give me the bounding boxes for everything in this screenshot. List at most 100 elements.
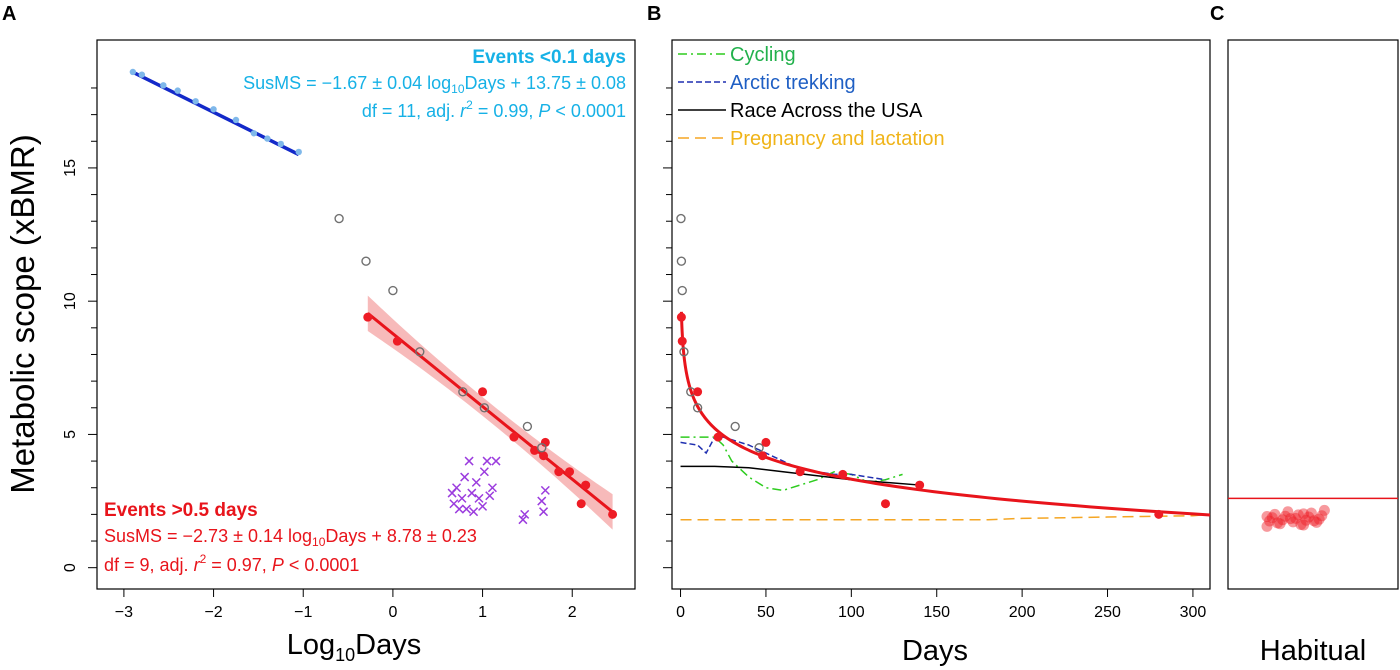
- panel-c: Habitual: [1227, 39, 1399, 667]
- cross-point: [478, 501, 488, 511]
- panel-c-frame: [1227, 39, 1399, 590]
- habitual-point: [1316, 510, 1328, 522]
- x-axis-ticks: −3 −2 −1 0 1 2: [115, 589, 577, 621]
- power-fit-curve: [679, 311, 1211, 517]
- x-tick-label: 0: [388, 604, 397, 621]
- x-axis-ticks: 0 50 100 150 200 250 300: [676, 589, 1206, 621]
- legend-label: Arctic trekking: [730, 72, 856, 94]
- habitual-points: [1261, 504, 1330, 532]
- red-point: [677, 336, 687, 346]
- long-event-point: [392, 336, 402, 346]
- habitual-point: [1318, 504, 1330, 516]
- red-point: [713, 432, 723, 442]
- open-point: [677, 285, 687, 296]
- activity-lines: [680, 436, 1211, 521]
- open-point: [537, 443, 547, 453]
- cross-point: [491, 456, 501, 466]
- long-events-equation: SusMS = −2.73 ± 0.14 log10Days + 8.78 ± …: [104, 526, 477, 549]
- red-point: [795, 467, 805, 477]
- legend-label: Pregnancy and lactation: [730, 128, 945, 150]
- y-axis-ticks: 0 5 10 15: [62, 87, 97, 572]
- habitual-point: [1287, 516, 1299, 528]
- legend-label: Race Across the USA: [730, 100, 923, 122]
- fit-curve: [679, 311, 1211, 517]
- x-tick-label: −2: [204, 604, 222, 621]
- red-point: [693, 387, 703, 397]
- short-events-title: Events <0.1 days: [472, 47, 626, 68]
- red-point: [838, 469, 848, 479]
- cross-point: [474, 493, 484, 503]
- cross-point: [460, 472, 470, 482]
- cross-point: [469, 507, 479, 517]
- long-event-point: [554, 467, 564, 477]
- panel-letter-a: A: [2, 3, 16, 25]
- x-tick-label: 200: [1009, 604, 1036, 621]
- x-tick-label: −3: [115, 604, 133, 621]
- open-point: [388, 285, 398, 296]
- red-point: [676, 312, 686, 322]
- cross-point: [487, 483, 497, 493]
- habitual-point: [1277, 514, 1289, 526]
- open-point: [415, 347, 425, 357]
- habitual-point: [1292, 509, 1304, 521]
- open-point: [692, 403, 703, 413]
- open-point: [676, 213, 686, 224]
- long-event-point: [530, 445, 540, 455]
- habitual-point: [1313, 513, 1325, 525]
- long-event-point: [565, 467, 575, 477]
- habitual-point: [1261, 511, 1273, 523]
- cross-point: [454, 504, 464, 514]
- legend-label: Cycling: [730, 44, 796, 66]
- long-events-title: Events >0.5 days: [104, 500, 258, 521]
- habitual-point: [1271, 517, 1283, 529]
- x-tick-label: 150: [923, 604, 950, 621]
- short-event-point: [250, 130, 258, 137]
- habitual-point: [1279, 510, 1291, 522]
- panel-b-frame: [671, 39, 1211, 590]
- x-tick-label: 0: [676, 604, 685, 621]
- y-axis-ticks: [663, 87, 672, 569]
- short-event-point: [295, 148, 302, 156]
- open-point: [754, 443, 764, 453]
- habitual-point: [1284, 513, 1296, 525]
- habitual-point: [1261, 520, 1273, 532]
- habitual-point: [1295, 519, 1307, 531]
- cross-point: [537, 496, 547, 506]
- x-axis-label: Log10Days: [287, 629, 422, 665]
- red-point: [880, 499, 890, 509]
- x-tick-label: 300: [1180, 604, 1207, 621]
- short-event-point: [277, 140, 285, 148]
- short-event-point: [264, 135, 271, 142]
- open-point: [522, 421, 533, 432]
- habitual-point: [1311, 516, 1323, 528]
- cross-point: [539, 507, 549, 517]
- cross-point: [485, 491, 495, 501]
- data-points: [129, 68, 618, 525]
- habitual-point: [1303, 511, 1315, 523]
- cross-point: [457, 493, 467, 503]
- habitual-point: [1282, 506, 1294, 518]
- y-tick-label: 0: [62, 563, 79, 572]
- open-point: [334, 213, 344, 224]
- open-point: [479, 403, 490, 413]
- cross-point: [482, 456, 492, 466]
- long-event-point: [608, 509, 618, 519]
- habitual-point: [1274, 518, 1286, 530]
- habitual-point: [1264, 515, 1276, 527]
- x-tick-label: 50: [757, 604, 775, 621]
- short-events-stats: df = 11, adj. r2 = 0.99, P < 0.0001: [362, 98, 626, 121]
- long-events-stats: df = 9, adj. r2 = 0.97, P < 0.0001: [104, 552, 359, 575]
- x-tick-label: 2: [568, 604, 577, 621]
- panel-letter-b: B: [647, 3, 661, 25]
- open-point: [361, 256, 371, 266]
- cross-point: [467, 488, 477, 498]
- habitual-point: [1308, 515, 1320, 527]
- long-event-point: [509, 432, 519, 442]
- long-event-point: [363, 312, 373, 322]
- habitual-point: [1266, 512, 1278, 524]
- x-tick-label: 250: [1094, 604, 1121, 621]
- short-event-point: [129, 68, 137, 76]
- x-tick-label: 100: [838, 604, 865, 621]
